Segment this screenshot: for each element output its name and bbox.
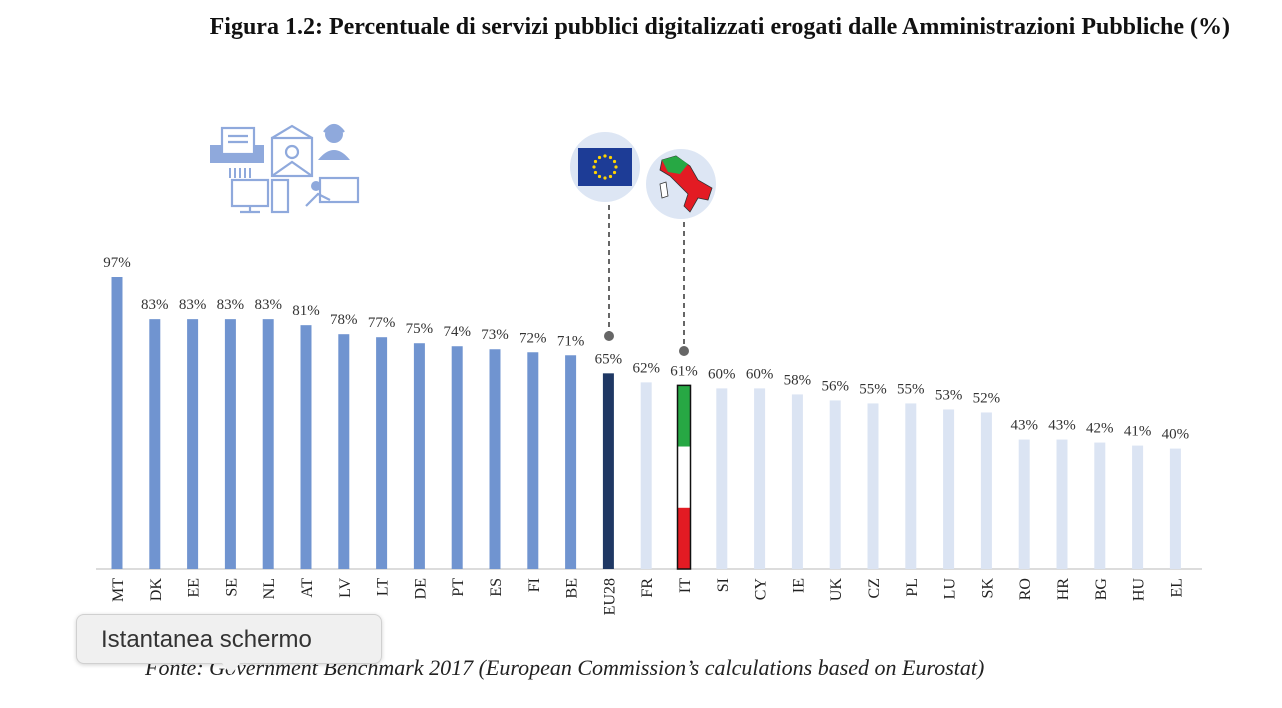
bar	[1094, 442, 1106, 569]
chart-title: Figura 1.2: Percentuale di servizi pubbl…	[209, 14, 1230, 40]
data-label: 83%	[179, 297, 207, 313]
data-label: 56%	[821, 378, 849, 394]
x-tick-label: BE	[564, 578, 581, 598]
x-tick-label: FR	[639, 578, 656, 598]
x-tick-label: EE	[186, 578, 203, 598]
data-label: 77%	[368, 315, 396, 331]
bar	[451, 346, 463, 569]
bar	[829, 400, 841, 569]
data-label: 74%	[443, 324, 471, 340]
italy-map-icon	[646, 149, 716, 219]
x-tick-label: LV	[337, 578, 354, 598]
x-tick-label: DK	[148, 578, 165, 602]
x-tick-label: CZ	[866, 578, 883, 598]
bar	[489, 349, 501, 569]
data-label: 41%	[1124, 424, 1152, 440]
data-label: 43%	[1048, 418, 1076, 434]
x-tick-label: EL	[1168, 578, 1185, 598]
data-label: 55%	[859, 381, 887, 397]
bar	[565, 355, 577, 569]
callout-connectors	[604, 205, 689, 356]
data-label: 83%	[141, 297, 169, 313]
bar	[149, 319, 161, 569]
x-tick-label: SK	[979, 578, 996, 599]
data-label: 83%	[254, 297, 282, 313]
data-label: 42%	[1086, 421, 1114, 437]
x-tick-label: LU	[942, 578, 959, 600]
bar	[111, 277, 123, 569]
data-label: 58%	[784, 372, 812, 388]
data-label: 52%	[973, 390, 1001, 406]
bar	[980, 412, 992, 569]
data-label: 55%	[897, 381, 925, 397]
x-tick-label: PT	[450, 578, 467, 597]
bar	[262, 319, 274, 569]
bar	[413, 343, 425, 569]
data-label: 60%	[708, 366, 736, 382]
bar	[527, 352, 539, 569]
data-label: 40%	[1162, 427, 1190, 443]
bar	[791, 394, 803, 569]
x-tick-label: IE	[790, 578, 807, 593]
public-services-illustration	[210, 123, 360, 214]
data-label: 53%	[935, 387, 963, 403]
bar	[943, 409, 955, 569]
bar	[905, 403, 917, 569]
x-tick-label: NL	[261, 578, 278, 599]
x-tick-label: DE	[412, 578, 429, 599]
x-tick-label: LT	[375, 578, 392, 596]
x-tick-label: RO	[1017, 578, 1034, 600]
x-tick-label: ES	[488, 578, 505, 597]
tooltip: Istantanea schermo	[76, 614, 382, 664]
bar	[376, 337, 388, 569]
bar	[1169, 448, 1181, 569]
data-label: 65%	[595, 351, 623, 367]
bar	[676, 384, 692, 570]
bar	[1132, 445, 1144, 569]
x-tick-label: EU28	[601, 578, 618, 615]
x-tick-label: SI	[715, 578, 732, 592]
x-tick-label: FI	[526, 578, 543, 592]
bar	[187, 319, 199, 569]
tooltip-text: Istantanea schermo	[101, 626, 312, 653]
bar	[867, 403, 879, 569]
x-tick-label: CY	[753, 578, 770, 601]
data-label: 81%	[292, 303, 320, 319]
bar	[716, 388, 728, 569]
x-tick-label: HU	[1131, 578, 1148, 602]
tooltip-tail	[222, 663, 240, 675]
data-label: 97%	[103, 255, 131, 271]
data-label: 78%	[330, 312, 358, 328]
x-tick-label: AT	[299, 578, 316, 598]
bar	[1056, 439, 1068, 569]
bar	[640, 382, 652, 569]
data-label: 43%	[1010, 418, 1038, 434]
bar	[1018, 439, 1030, 569]
data-label: 73%	[481, 327, 509, 343]
bar	[602, 373, 614, 569]
bar	[338, 334, 350, 569]
x-tick-label: UK	[828, 578, 845, 602]
data-label: 61%	[670, 363, 698, 379]
x-tick-label: PL	[904, 578, 921, 597]
data-label: 83%	[217, 297, 245, 313]
bar	[754, 388, 766, 569]
x-tick-label: SE	[223, 578, 240, 597]
data-label: 72%	[519, 330, 547, 346]
eu-flag-icon	[570, 132, 640, 202]
bar	[300, 325, 312, 569]
bar	[224, 319, 236, 569]
data-label: 71%	[557, 333, 585, 349]
x-tick-label: HR	[1055, 578, 1072, 601]
x-tick-label: IT	[677, 578, 694, 593]
data-label: 62%	[632, 360, 660, 376]
data-label: 60%	[746, 366, 774, 382]
x-tick-label: MT	[110, 578, 127, 602]
data-label: 75%	[406, 321, 434, 337]
x-tick-label: BG	[1093, 578, 1110, 601]
